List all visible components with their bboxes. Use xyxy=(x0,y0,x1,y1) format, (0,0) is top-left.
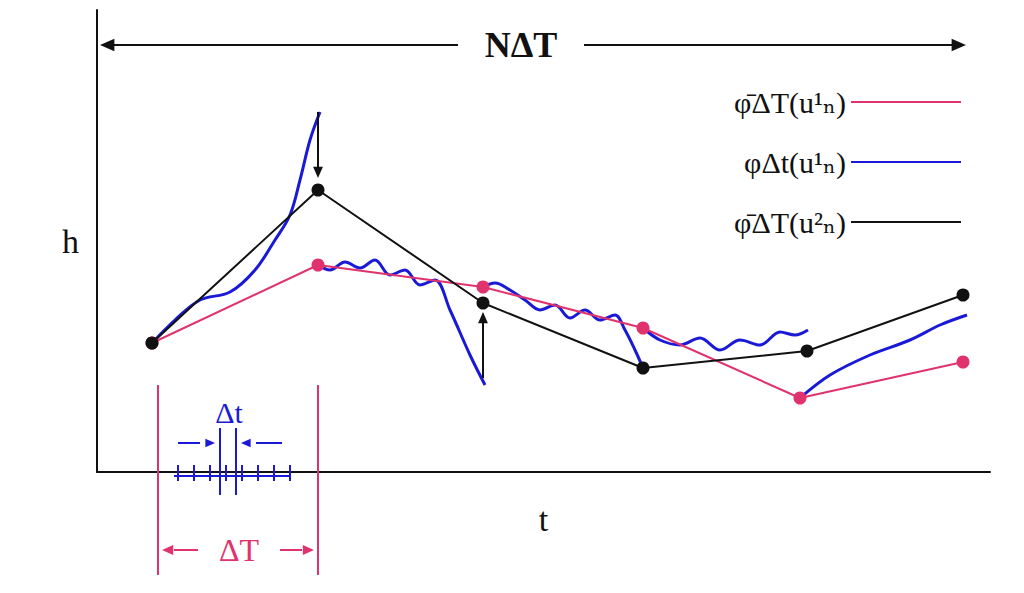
svg-text:t: t xyxy=(539,501,549,538)
svg-text:NΔT: NΔT xyxy=(485,25,558,65)
svg-text:φ̄ΔT(u¹ₙ): φ̄ΔT(u¹ₙ) xyxy=(734,86,846,120)
svg-text:Δt: Δt xyxy=(215,396,243,429)
svg-text:ΔT: ΔT xyxy=(219,532,260,568)
svg-text:h: h xyxy=(62,223,79,260)
svg-text:φ̄ΔT(u²ₙ): φ̄ΔT(u²ₙ) xyxy=(734,206,846,240)
svg-text:φΔt(u¹ₙ): φΔt(u¹ₙ) xyxy=(744,146,846,180)
